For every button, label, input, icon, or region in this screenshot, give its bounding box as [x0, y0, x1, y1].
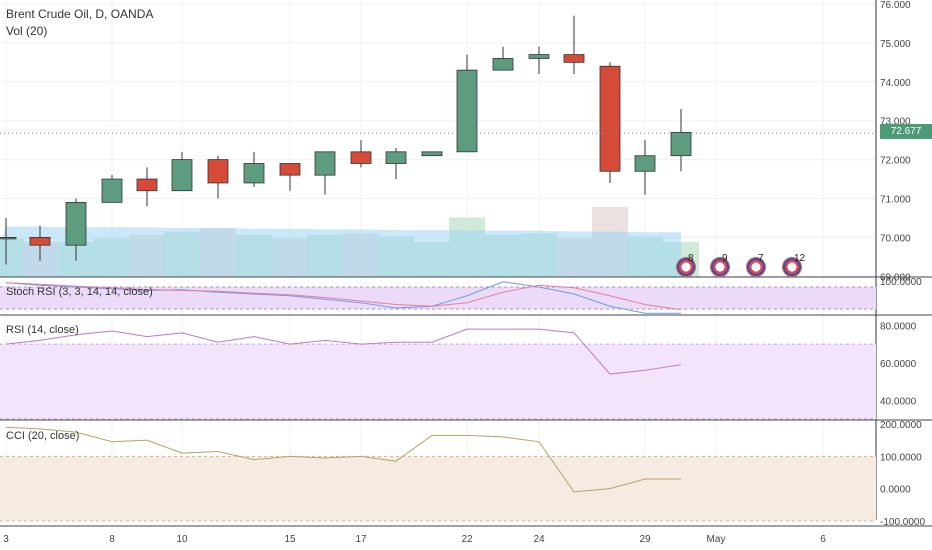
- price-tick-label: 73.000: [880, 117, 911, 128]
- candle-body: [0, 236, 17, 240]
- rsi-tick-label: 80.0000: [880, 321, 917, 332]
- candle-body: [563, 54, 585, 63]
- candle-body: [279, 163, 301, 176]
- stoch-k-line: [5, 281, 681, 314]
- cci-tick-label: 100.0000: [880, 452, 922, 463]
- rsi-tick-label: 60.0000: [880, 359, 917, 370]
- cci-tick-label: 0.0000: [880, 485, 911, 496]
- price-tick-label: 74.000: [880, 78, 911, 89]
- candle-body: [171, 159, 193, 192]
- us-flag-icon[interactable]: [782, 257, 802, 277]
- candle-body: [29, 236, 51, 246]
- time-tick-label: 24: [533, 534, 545, 545]
- rsi-tick-label: 40.0000: [880, 396, 917, 407]
- cci-label: CCI (20, close): [6, 430, 80, 442]
- candle-body: [101, 178, 123, 203]
- candle-body: [492, 58, 514, 71]
- time-tick-label: 17: [355, 534, 367, 545]
- price-tick-label: 69.000: [880, 272, 911, 283]
- symbol-title: Brent Crude Oil, D, OANDA: [6, 7, 154, 21]
- chart-legend: Brent Crude Oil, D, OANDA Vol (20): [6, 6, 153, 40]
- time-tick-label: May: [707, 534, 726, 545]
- event-count: 7: [758, 253, 764, 264]
- rsi-band: [0, 344, 876, 419]
- event-count: 12: [794, 253, 806, 264]
- price-tick-label: 76.000: [880, 0, 911, 11]
- candle-body: [385, 151, 407, 164]
- cci-line: [5, 426, 681, 493]
- rsi-label: RSI (14, close): [6, 324, 79, 336]
- stoch-tick-label: 100.0000: [880, 277, 922, 288]
- rsi-line: [5, 328, 682, 375]
- price-tick-label: 72.000: [880, 156, 911, 167]
- time-tick-label: 10: [176, 534, 188, 545]
- candle-body: [528, 54, 550, 59]
- candle-body: [136, 178, 158, 192]
- cci-band: [0, 456, 876, 521]
- candle-body: [243, 163, 265, 184]
- candle-body: [421, 151, 443, 157]
- last-price-tag: 72.677: [880, 124, 932, 139]
- cci-tick-label: -100.0000: [880, 517, 925, 528]
- price-tick-label: 71.000: [880, 195, 911, 206]
- candle-body: [65, 201, 87, 246]
- volume-ma-area: [0, 226, 681, 277]
- stoch-rsi-label: Stoch RSI (3, 3, 14, 14, close): [6, 286, 153, 298]
- us-flag-icon[interactable]: [676, 257, 696, 277]
- candle-body: [599, 65, 621, 172]
- event-count: 8: [688, 253, 694, 264]
- stoch-d-line: [5, 282, 682, 311]
- price-tick-label: 75.000: [880, 39, 911, 50]
- candle-body: [670, 131, 692, 157]
- time-tick-label: 8: [109, 534, 115, 545]
- time-tick-label: 22: [461, 534, 473, 545]
- price-tick-label: 70.000: [880, 233, 911, 244]
- volume-label: Vol (20): [6, 24, 48, 38]
- candle-body: [207, 159, 229, 184]
- candle-body: [634, 155, 656, 172]
- us-flag-icon[interactable]: [746, 257, 766, 277]
- cci-tick-label: 200.0000: [880, 420, 922, 431]
- event-count: 9: [722, 253, 728, 264]
- candle-body: [350, 151, 372, 164]
- time-tick-label: 29: [639, 534, 651, 545]
- us-flag-icon[interactable]: [710, 257, 730, 277]
- time-tick-label: 6: [820, 534, 826, 545]
- time-tick-label: 15: [284, 534, 296, 545]
- candle-body: [314, 151, 336, 176]
- time-tick-label: 3: [3, 534, 9, 545]
- candle-body: [456, 69, 478, 153]
